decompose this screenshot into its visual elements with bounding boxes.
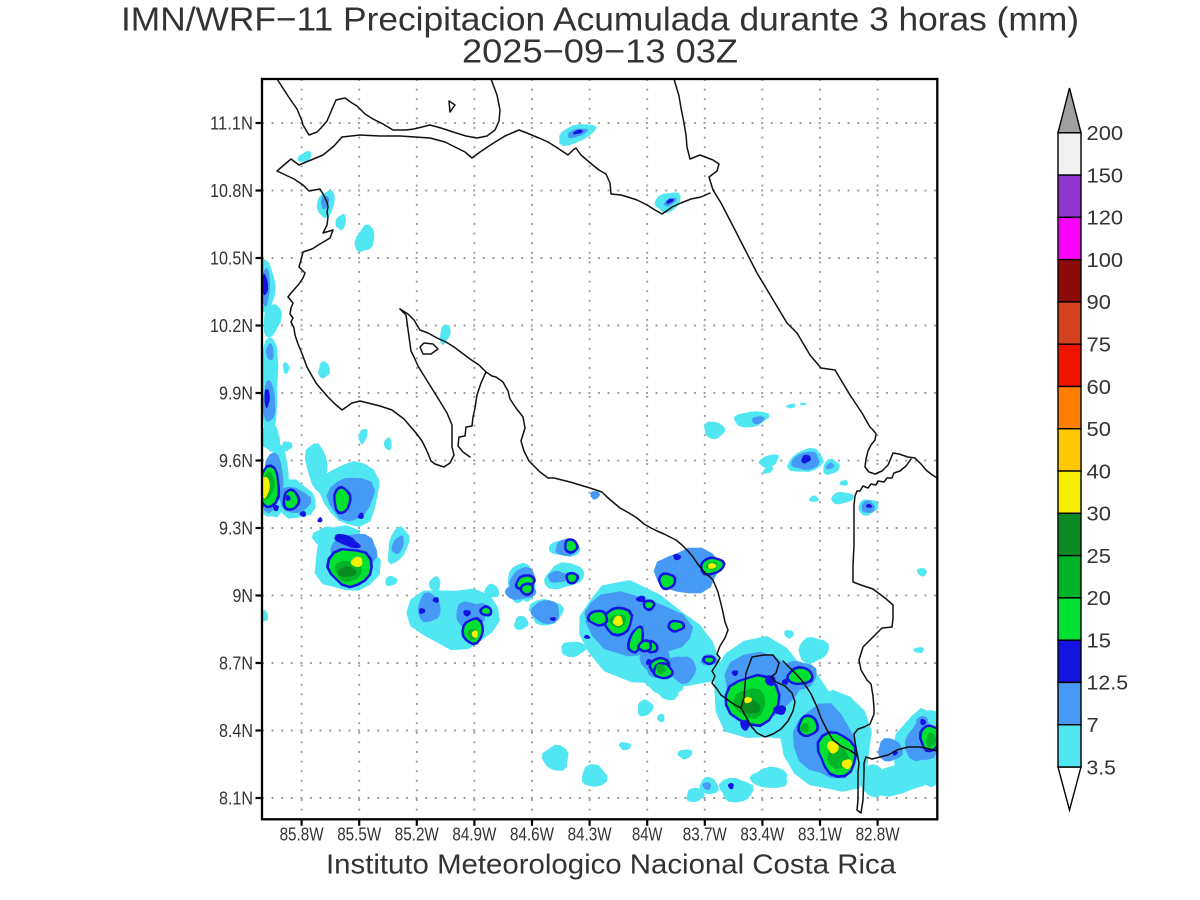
svg-text:10.5N: 10.5N <box>210 248 253 268</box>
svg-text:75: 75 <box>1087 334 1111 357</box>
svg-text:150: 150 <box>1087 164 1124 187</box>
svg-text:90: 90 <box>1087 291 1111 314</box>
svg-text:25: 25 <box>1087 545 1111 568</box>
svg-text:30: 30 <box>1087 503 1111 526</box>
svg-text:9.3N: 9.3N <box>219 518 253 538</box>
svg-text:8.1N: 8.1N <box>219 788 253 808</box>
svg-text:20: 20 <box>1087 587 1111 610</box>
svg-text:60: 60 <box>1087 376 1111 399</box>
svg-text:85.2W: 85.2W <box>395 825 439 845</box>
svg-text:15: 15 <box>1087 630 1111 653</box>
svg-text:83.7W: 83.7W <box>683 825 727 845</box>
svg-text:10.8N: 10.8N <box>210 181 253 201</box>
svg-text:84.3W: 84.3W <box>568 825 612 845</box>
svg-text:9N: 9N <box>233 586 254 606</box>
svg-text:2025−09−13 03Z: 2025−09−13 03Z <box>462 34 738 71</box>
svg-text:83.4W: 83.4W <box>740 825 784 845</box>
svg-text:12.5: 12.5 <box>1087 672 1129 695</box>
svg-text:7: 7 <box>1087 714 1099 737</box>
svg-text:Instituto Meteorologico Nacion: Instituto Meteorologico Nacional Costa R… <box>326 849 896 880</box>
svg-text:10.2N: 10.2N <box>210 316 253 336</box>
svg-text:120: 120 <box>1087 207 1124 230</box>
svg-text:100: 100 <box>1087 249 1124 272</box>
svg-text:IMN/WRF−11 Precipitacion Acumu: IMN/WRF−11 Precipitacion Acumulada duran… <box>121 2 1079 39</box>
svg-text:85.5W: 85.5W <box>337 825 381 845</box>
svg-text:40: 40 <box>1087 460 1111 483</box>
svg-text:84W: 84W <box>632 825 663 845</box>
svg-text:84.9W: 84.9W <box>452 825 496 845</box>
svg-text:200: 200 <box>1087 122 1124 145</box>
svg-text:84.6W: 84.6W <box>510 825 554 845</box>
svg-text:82.8W: 82.8W <box>856 825 900 845</box>
svg-text:11.1N: 11.1N <box>210 113 253 133</box>
svg-text:85.8W: 85.8W <box>280 825 324 845</box>
svg-text:8.4N: 8.4N <box>219 721 253 741</box>
svg-text:8.7N: 8.7N <box>219 653 253 673</box>
svg-text:3.5: 3.5 <box>1087 756 1116 779</box>
svg-text:50: 50 <box>1087 418 1111 441</box>
svg-text:9.9N: 9.9N <box>219 383 253 403</box>
svg-text:9.6N: 9.6N <box>219 451 253 471</box>
svg-text:83.1W: 83.1W <box>798 825 842 845</box>
